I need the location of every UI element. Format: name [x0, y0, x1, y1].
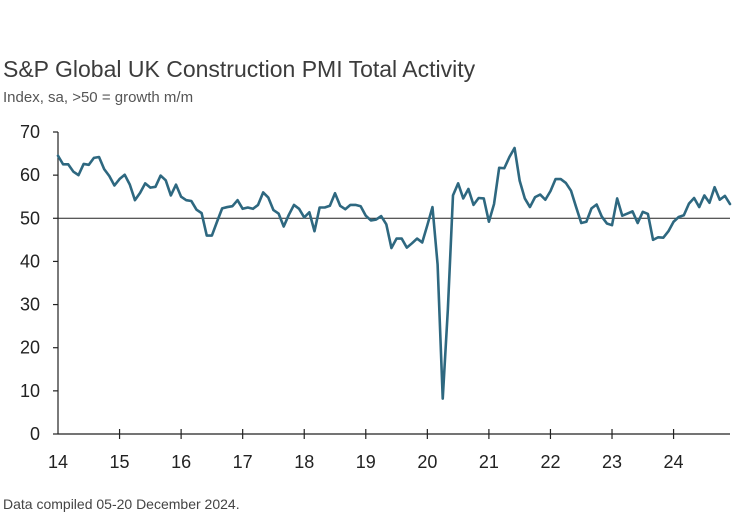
pmi-series-line	[56, 146, 732, 400]
y-tick-label: 70	[20, 122, 40, 142]
y-tick-label: 50	[20, 208, 40, 228]
y-tick-label: 30	[20, 295, 40, 315]
x-tick-label: 14	[48, 452, 68, 472]
x-tick-label: 23	[602, 452, 622, 472]
y-tick-label: 0	[30, 424, 40, 444]
x-tick-label: 19	[356, 452, 376, 472]
chart-footnote: Data compiled 05-20 December 2024.	[3, 496, 240, 512]
x-tick-label: 22	[540, 452, 560, 472]
x-tick-label: 15	[110, 452, 130, 472]
y-tick-label: 10	[20, 381, 40, 401]
x-tick-label: 24	[664, 452, 684, 472]
chart-subtitle: Index, sa, >50 = growth m/m	[3, 89, 194, 106]
chart-title: S&P Global UK Construction PMI Total Act…	[3, 56, 476, 82]
y-tick-label: 20	[20, 338, 40, 358]
x-tick-label: 18	[294, 452, 314, 472]
x-tick-label: 16	[171, 452, 191, 472]
x-tick-label: 20	[417, 452, 437, 472]
y-tick-label: 40	[20, 251, 40, 271]
y-tick-label: 60	[20, 165, 40, 185]
x-tick-label: 17	[233, 452, 253, 472]
x-tick-label: 21	[479, 452, 499, 472]
